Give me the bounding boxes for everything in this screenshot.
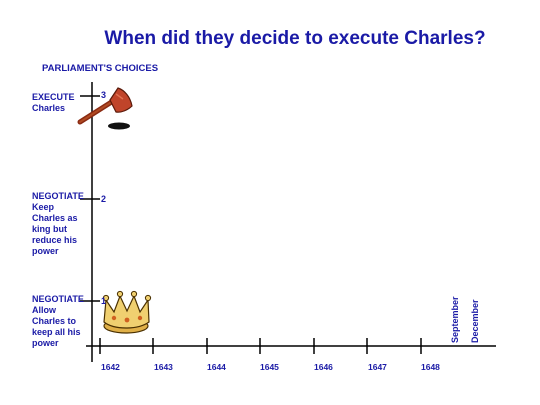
x-label-year: 1643 <box>154 362 173 372</box>
y-tick-number: 2 <box>101 194 107 204</box>
x-label-year: 1647 <box>368 362 387 372</box>
y-label-line: power <box>32 338 59 348</box>
y-label-head: NEGOTIATE <box>32 191 84 201</box>
y-label-line: Keep <box>32 202 55 212</box>
y-label-line: power <box>32 246 59 256</box>
x-label-month: December <box>470 299 480 343</box>
page-title: When did they decide to execute Charles? <box>104 28 486 49</box>
y-label-line: Charles as <box>32 213 78 223</box>
y-label-line: keep all his <box>32 327 81 337</box>
y-label-line: reduce his <box>32 235 78 245</box>
y-label-negotiate-allow: NEGOTIATE Allow Charles to keep all his … <box>32 294 84 349</box>
x-label-month: September <box>450 296 460 343</box>
x-label-year: 1645 <box>260 362 279 372</box>
x-label-year: 1642 <box>101 362 120 372</box>
y-label-head: NEGOTIATE <box>32 294 84 304</box>
x-label-year: 1648 <box>421 362 440 372</box>
y-label-execute: EXECUTE Charles <box>32 92 75 114</box>
y-label-head: EXECUTE <box>32 92 75 102</box>
y-label-line: Charles to <box>32 316 77 326</box>
y-label-negotiate-reduce: NEGOTIATE Keep Charles as king but reduc… <box>32 191 84 257</box>
y-tick-number: 1 <box>101 296 107 306</box>
y-label-line: Allow <box>32 305 56 315</box>
y-axis-title: PARLIAMENT'S CHOICES <box>42 63 159 74</box>
x-label-year: 1646 <box>314 362 333 372</box>
y-tick-number: 3 <box>101 90 107 100</box>
x-label-year: 1644 <box>207 362 226 372</box>
y-label-line: king but <box>32 224 67 234</box>
y-label-line: Charles <box>32 103 66 113</box>
